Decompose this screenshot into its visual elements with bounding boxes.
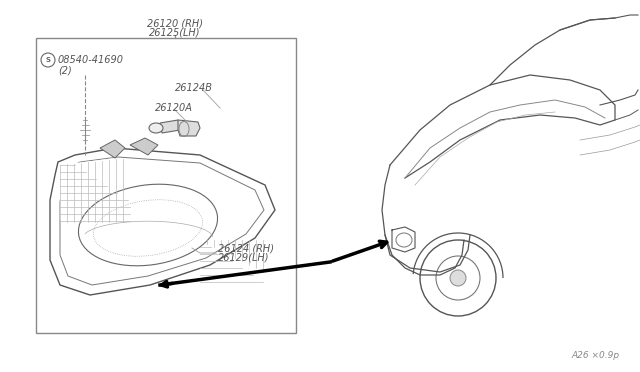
Polygon shape [130, 138, 158, 155]
Text: A26 ×0.9p: A26 ×0.9p [572, 351, 620, 360]
Polygon shape [60, 157, 264, 285]
Bar [36, 38, 296, 333]
Circle shape [436, 256, 480, 300]
Text: 26124B: 26124B [175, 83, 213, 93]
Text: 26120 (RH): 26120 (RH) [147, 18, 203, 28]
Ellipse shape [149, 123, 163, 133]
Text: 26129(LH): 26129(LH) [218, 253, 269, 263]
Circle shape [420, 240, 496, 316]
Text: 08540-41690: 08540-41690 [58, 55, 124, 65]
Text: 26120A: 26120A [155, 103, 193, 113]
Polygon shape [160, 120, 180, 133]
Polygon shape [50, 148, 275, 295]
Ellipse shape [79, 184, 218, 266]
Text: 26124 (RH): 26124 (RH) [218, 243, 274, 253]
Text: (2): (2) [58, 65, 72, 75]
Text: 26125(LH): 26125(LH) [149, 27, 201, 37]
Circle shape [450, 270, 466, 286]
Ellipse shape [93, 200, 203, 256]
Polygon shape [178, 120, 200, 136]
Polygon shape [100, 140, 125, 158]
Polygon shape [60, 158, 130, 220]
Ellipse shape [396, 233, 412, 247]
Text: S: S [45, 57, 51, 63]
